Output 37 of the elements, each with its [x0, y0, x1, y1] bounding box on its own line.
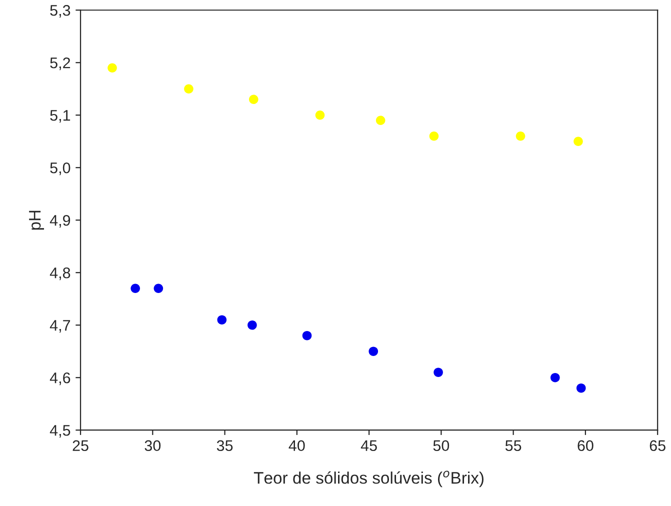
y-tick-label: 4,7 — [50, 320, 70, 333]
point — [376, 116, 386, 126]
y-tick-label: 4,5 — [50, 425, 70, 438]
point — [248, 94, 258, 104]
point — [184, 84, 194, 94]
y-tick-label: 4,9 — [50, 214, 70, 228]
x-tick-label: 55 — [505, 440, 522, 452]
x-tick-label: 60 — [578, 440, 594, 452]
x-tick-label: 40 — [288, 440, 305, 452]
x-tick-label: 50 — [433, 440, 450, 452]
point — [429, 131, 439, 141]
x-tick-label: 30 — [144, 440, 161, 452]
point — [574, 136, 583, 146]
y-tick-label: 4,8 — [50, 267, 70, 280]
y-tick-label: 5,0 — [50, 162, 70, 176]
x-axis-title: Teor de sólidos solúveis ($^{o}$Brix) — [254, 470, 484, 488]
y-tick-label: 4,6 — [50, 372, 70, 386]
y-tick-label: 5,1 — [50, 110, 70, 123]
y-tick-label: 5,2 — [50, 57, 70, 70]
y-axis-title: pH — [29, 210, 44, 230]
x-tick-label: 35 — [216, 440, 233, 452]
x-tick-label: 25 — [72, 440, 88, 452]
point — [248, 320, 257, 330]
point — [368, 346, 378, 356]
x-tick-label: 65 — [650, 440, 666, 452]
point — [108, 63, 117, 73]
x-tick-label: 45 — [360, 440, 377, 452]
point — [550, 372, 560, 382]
point — [434, 368, 443, 378]
point — [516, 131, 526, 141]
point — [130, 284, 140, 294]
y-tick-label: 5,3 — [50, 4, 70, 18]
point — [154, 284, 164, 294]
point — [302, 330, 312, 340]
point — [576, 383, 586, 393]
point — [217, 315, 227, 325]
point — [315, 110, 325, 120]
